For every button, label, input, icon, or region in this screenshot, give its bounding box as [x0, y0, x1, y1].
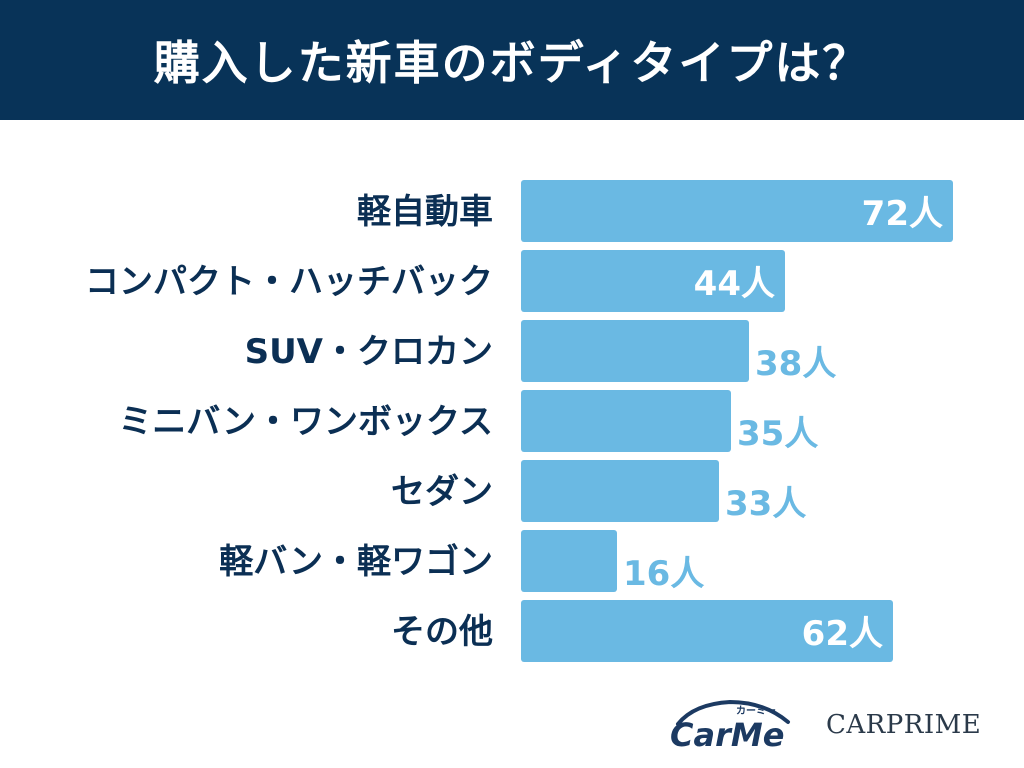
page-title: 購入した新車のボディタイプは？: [153, 36, 871, 90]
value-label: 44人: [694, 264, 775, 304]
value-label: 62人: [802, 614, 883, 654]
car-roof-icon: [676, 699, 790, 726]
value-label: 72人: [862, 194, 943, 234]
category-label: コンパクト・ハッチバック: [85, 262, 493, 302]
value-label: 38人: [755, 344, 836, 384]
value-label: 16人: [623, 554, 704, 594]
bar: [521, 320, 749, 382]
category-label: 軽バン・軽ワゴン: [219, 542, 493, 582]
value-label: 33人: [725, 484, 806, 524]
bar: [521, 250, 785, 312]
carme-kana-text: カーミー: [736, 705, 776, 717]
bar: [521, 180, 953, 242]
bar: [521, 390, 731, 452]
category-label: 軽自動車: [357, 192, 493, 232]
header-banner: 購入した新車のボディタイプは？: [0, 0, 1024, 120]
category-label: セダン: [391, 472, 493, 512]
bar: [521, 600, 893, 662]
carme-logo: カーミー CarMe: [670, 699, 790, 754]
bar: [521, 530, 617, 592]
category-label: SUV・クロカン: [245, 332, 493, 372]
carme-text: CarMe: [670, 716, 784, 754]
value-label: 35人: [737, 414, 818, 454]
carprime-logo: CARPRIME: [826, 710, 982, 740]
category-label: その他: [391, 612, 493, 652]
category-label: ミニバン・ワンボックス: [118, 402, 493, 442]
bar: [521, 460, 719, 522]
